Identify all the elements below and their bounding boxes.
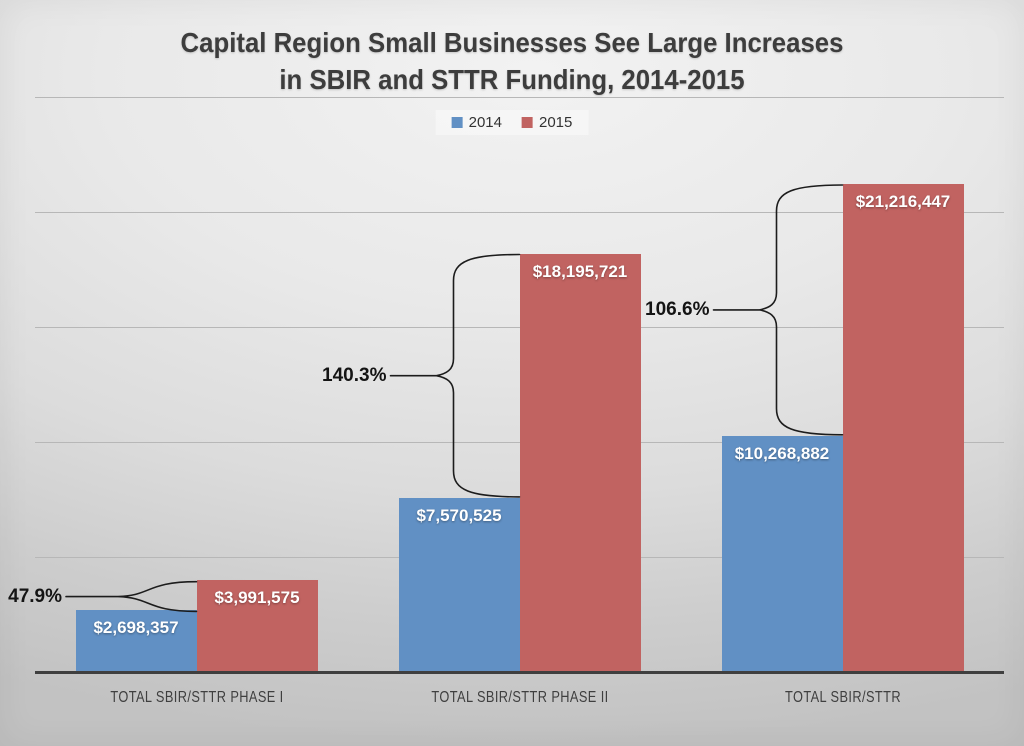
x-axis-line bbox=[35, 671, 1004, 674]
bar-value-label: $21,216,447 bbox=[855, 192, 951, 211]
percent-change-brace bbox=[65, 580, 198, 613]
bar-2015-TOTAL SBIR/STTR bbox=[842, 184, 964, 672]
bar-2014-TOTAL SBIR/STTR PHASE I bbox=[75, 609, 197, 672]
legend-swatch-icon bbox=[451, 117, 463, 128]
bar-value-label: $7,570,525 bbox=[416, 505, 502, 525]
gridline bbox=[35, 212, 1004, 213]
percent-change-label: 106.6% bbox=[645, 298, 710, 320]
chart-title: Capital Region Small Businesses See Larg… bbox=[0, 24, 1024, 98]
percent-change-label: 140.3% bbox=[322, 364, 387, 386]
bar-value-label: $18,195,721 bbox=[532, 261, 628, 281]
bar-2014-TOTAL SBIR/STTR PHASE II bbox=[398, 497, 520, 672]
chart-title-line1: Capital Region Small Businesses See Larg… bbox=[180, 27, 844, 58]
category-label: TOTAL SBIR/STTR PHASE I bbox=[109, 689, 284, 706]
legend-swatch-icon bbox=[522, 117, 533, 128]
bar-value-label: $10,268,882 bbox=[734, 443, 830, 463]
bar-2014-TOTAL SBIR/STTR bbox=[721, 435, 843, 672]
legend-label: 2014 bbox=[468, 114, 502, 131]
percent-change-brace bbox=[389, 253, 521, 498]
percent-change-brace bbox=[712, 184, 844, 436]
bar-2015-TOTAL SBIR/STTR PHASE I bbox=[196, 580, 318, 672]
category-label: TOTAL SBIR/STTR PHASE II bbox=[430, 689, 609, 706]
legend-label: 2015 bbox=[539, 114, 573, 131]
percent-change-label: 47.9% bbox=[8, 585, 62, 607]
chart-title-line2: in SBIR and STTR Funding, 2014-2015 bbox=[279, 64, 745, 95]
category-label: TOTAL SBIR/STTR bbox=[784, 689, 901, 706]
bar-value-label: $2,698,357 bbox=[93, 617, 179, 637]
legend-item-2015: 2015 bbox=[522, 114, 572, 131]
gridline bbox=[35, 97, 1004, 98]
legend-item-2014: 2014 bbox=[451, 114, 502, 131]
legend: 2014 2015 bbox=[435, 110, 589, 135]
bar-value-label: $3,991,575 bbox=[214, 588, 300, 608]
bar-2015-TOTAL SBIR/STTR PHASE II bbox=[519, 253, 641, 672]
